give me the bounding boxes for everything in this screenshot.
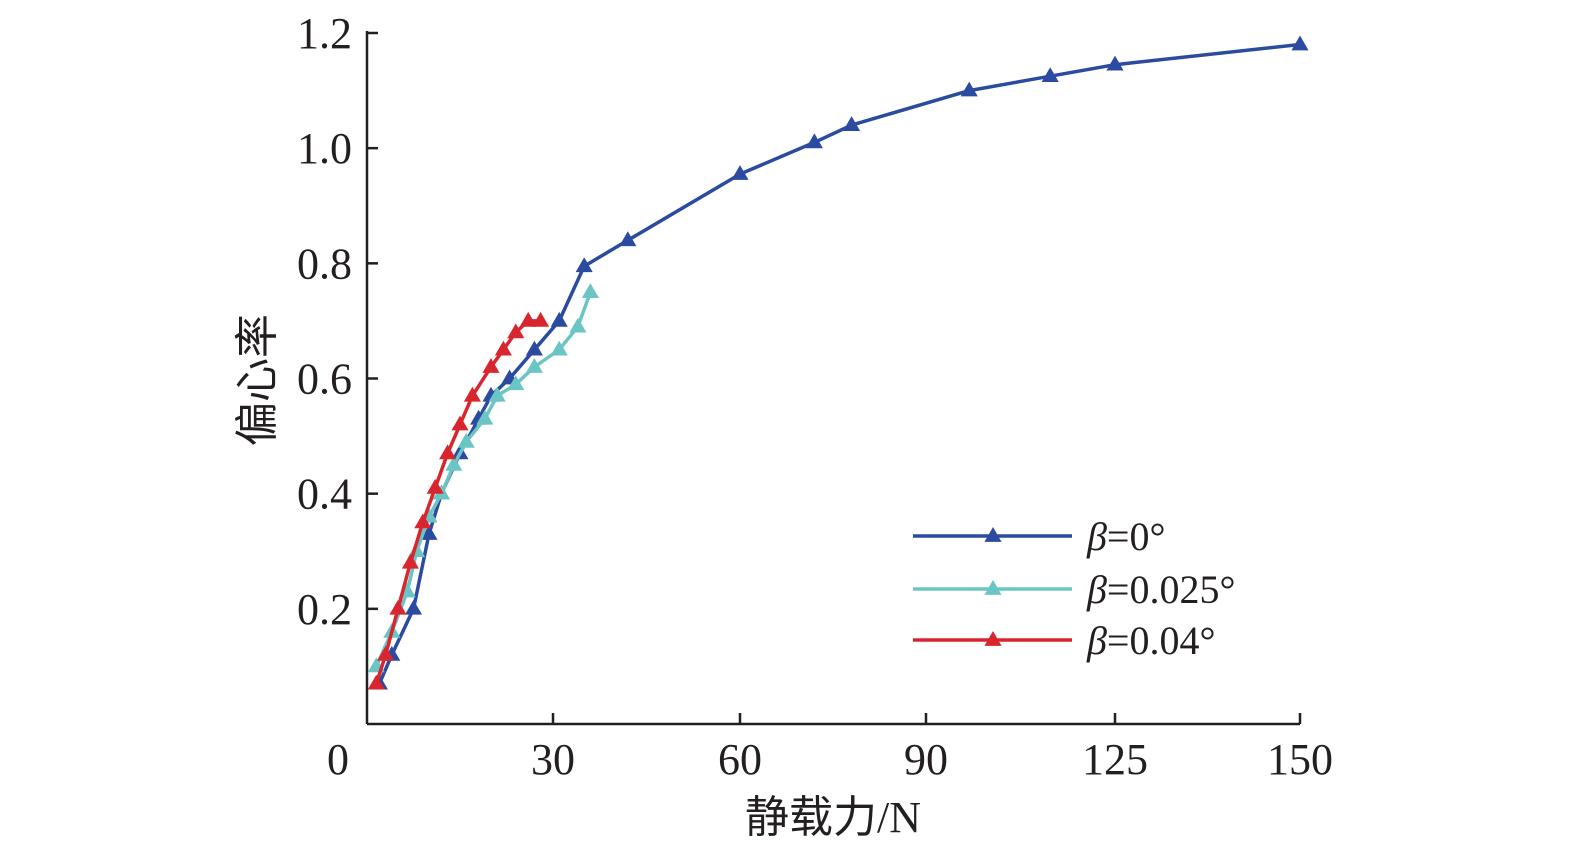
y-tick-label: 0.4	[297, 470, 352, 519]
data-point-marker	[532, 311, 550, 327]
legend-beta-symbol: β	[1086, 618, 1107, 663]
data-point-marker	[960, 81, 978, 97]
data-point-marker	[507, 323, 525, 339]
data-point-marker	[482, 357, 500, 373]
x-tick-label: 150	[1267, 735, 1333, 784]
data-point-marker	[389, 599, 407, 615]
series-layer	[367, 35, 1309, 690]
data-point-marker	[525, 357, 543, 373]
legend: β=0°β=0.025°β=0.04°	[913, 514, 1235, 663]
data-point-marker	[439, 444, 457, 460]
data-point-marker	[1291, 35, 1309, 51]
x-tick-label: 30	[531, 735, 575, 784]
axes: 0 30 60 90 125 150 0.2 0.4 0.6 0.8 1.0 1.2 静载力/N 偏心率	[233, 9, 1333, 842]
data-point-marker	[519, 311, 537, 327]
data-point-marker	[1106, 55, 1124, 71]
series-line	[377, 42, 1302, 686]
data-point-marker	[426, 478, 444, 494]
data-point-marker	[805, 133, 823, 149]
y-tick-label: 1.2	[297, 9, 352, 58]
data-point-marker	[731, 165, 749, 180]
data-point-marker	[488, 386, 506, 402]
legend-value: =0°	[1107, 514, 1166, 559]
data-point-marker	[619, 231, 637, 247]
legend-label: β=0.04°	[1086, 618, 1215, 663]
data-point-marker	[451, 415, 469, 431]
data-point-marker	[445, 455, 463, 471]
x-axis-title: 静载力/N	[745, 793, 921, 842]
data-point-marker	[550, 340, 568, 356]
data-point-marker	[404, 599, 423, 615]
legend-marker	[984, 631, 1002, 646]
y-tick-label: 0.2	[297, 585, 352, 634]
data-point-marker	[457, 432, 475, 448]
data-point-marker	[569, 317, 587, 333]
legend-label: β=0.025°	[1086, 567, 1235, 612]
series-line	[374, 319, 543, 686]
x-tick-label: 0	[327, 735, 349, 784]
y-tick-label: 0.8	[297, 239, 352, 288]
data-point-marker	[1041, 67, 1059, 83]
legend-label: β=0°	[1086, 514, 1165, 559]
data-point-marker	[525, 340, 543, 356]
legend-item: β=0.04°	[913, 618, 1215, 663]
series-1	[367, 283, 599, 673]
data-point-marker	[550, 311, 568, 327]
data-point-marker	[507, 375, 525, 391]
legend-beta-symbol: β	[1086, 514, 1107, 559]
legend-item: β=0.025°	[913, 567, 1235, 612]
data-point-marker	[843, 116, 861, 131]
y-tick-label: 0.6	[297, 355, 352, 404]
data-point-marker	[581, 283, 599, 298]
legend-beta-symbol: β	[1086, 567, 1107, 612]
data-point-marker	[476, 409, 494, 425]
legend-value: =0.025°	[1107, 567, 1236, 612]
y-axis-title: 偏心率	[233, 314, 282, 446]
data-point-marker	[367, 674, 385, 690]
legend-marker	[984, 527, 1002, 542]
legend-value: =0.04°	[1107, 618, 1216, 663]
y-tick-label: 1.0	[297, 124, 352, 173]
data-point-marker	[377, 645, 395, 661]
data-point-marker	[401, 553, 419, 569]
data-point-marker	[414, 513, 432, 529]
data-point-marker	[420, 524, 438, 540]
x-tick-label: 125	[1082, 735, 1148, 784]
data-point-marker	[494, 340, 512, 356]
data-point-marker	[463, 386, 481, 402]
x-tick-label: 90	[904, 735, 948, 784]
legend-item: β=0°	[913, 514, 1165, 559]
legend-marker	[984, 580, 1002, 595]
data-point-marker	[575, 257, 593, 273]
series-2	[367, 311, 550, 690]
x-tick-label: 60	[718, 735, 762, 784]
